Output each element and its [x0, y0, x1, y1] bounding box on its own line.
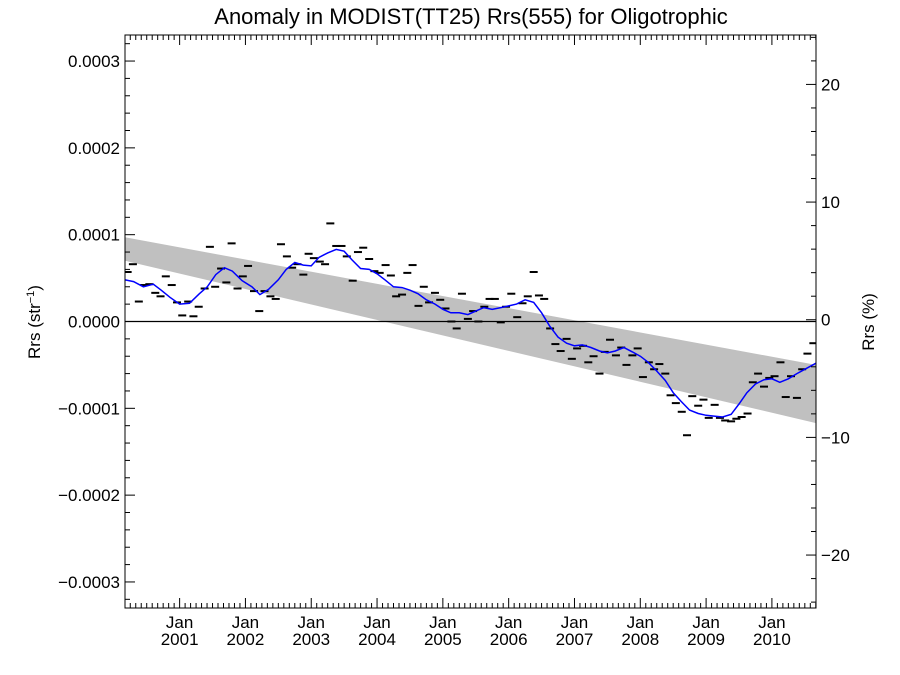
- x-tick-month-label: Jan: [495, 613, 522, 632]
- x-tick-year-label: 2007: [556, 630, 594, 649]
- y-left-tick-label: 0.0002: [68, 139, 120, 158]
- x-tick-year-label: 2008: [621, 630, 659, 649]
- x-tick-year-label: 2006: [490, 630, 528, 649]
- y-left-tick-label: −0.0001: [58, 399, 120, 418]
- x-tick-year-label: 2004: [358, 630, 396, 649]
- y-left-tick-label: 0.0000: [68, 313, 120, 332]
- x-tick-month-label: Jan: [758, 613, 785, 632]
- y-axis-left-label-superscript: −1: [25, 291, 37, 304]
- plot-area: [125, 222, 816, 437]
- y-left-tick-label: −0.0002: [58, 486, 120, 505]
- x-tick-month-label: Jan: [363, 613, 390, 632]
- chart-title: Anomaly in MODIST(TT25) Rrs(555) for Oli…: [214, 4, 727, 29]
- trend-confidence-band: [125, 237, 816, 424]
- y-right-tick-label: 20: [821, 75, 840, 94]
- x-tick-month-label: Jan: [166, 613, 193, 632]
- x-tick-year-label: 2010: [753, 630, 791, 649]
- y-left-tick-label: −0.0003: [58, 573, 120, 592]
- y-right-tick-label: −10: [821, 428, 850, 447]
- x-tick-year-label: 2002: [227, 630, 265, 649]
- x-tick-year-label: 2009: [687, 630, 725, 649]
- x-tick-year-label: 2003: [292, 630, 330, 649]
- y-left-tick-label: 0.0001: [68, 226, 120, 245]
- y-axis-left-label-close: ): [25, 285, 44, 291]
- x-tick-month-label: Jan: [561, 613, 588, 632]
- x-tick-month-label: Jan: [429, 613, 456, 632]
- x-tick-month-label: Jan: [627, 613, 654, 632]
- x-tick-year-label: 2001: [161, 630, 199, 649]
- running-mean-line: [125, 248, 816, 418]
- y-axis-left-label-text: Rrs (str: [25, 303, 44, 359]
- y-right-tick-label: 10: [821, 193, 840, 212]
- y-right-tick-label: −20: [821, 546, 850, 565]
- x-tick-year-label: 2005: [424, 630, 462, 649]
- y-right-tick-label: 0: [821, 311, 830, 330]
- x-tick-month-label: Jan: [692, 613, 719, 632]
- y-left-tick-label: 0.0003: [68, 52, 120, 71]
- x-tick-month-label: Jan: [232, 613, 259, 632]
- y-axis-right-label: Rrs (%): [859, 293, 878, 351]
- x-tick-month-label: Jan: [298, 613, 325, 632]
- y-axis-left-label: Rrs (str−1): [25, 285, 44, 359]
